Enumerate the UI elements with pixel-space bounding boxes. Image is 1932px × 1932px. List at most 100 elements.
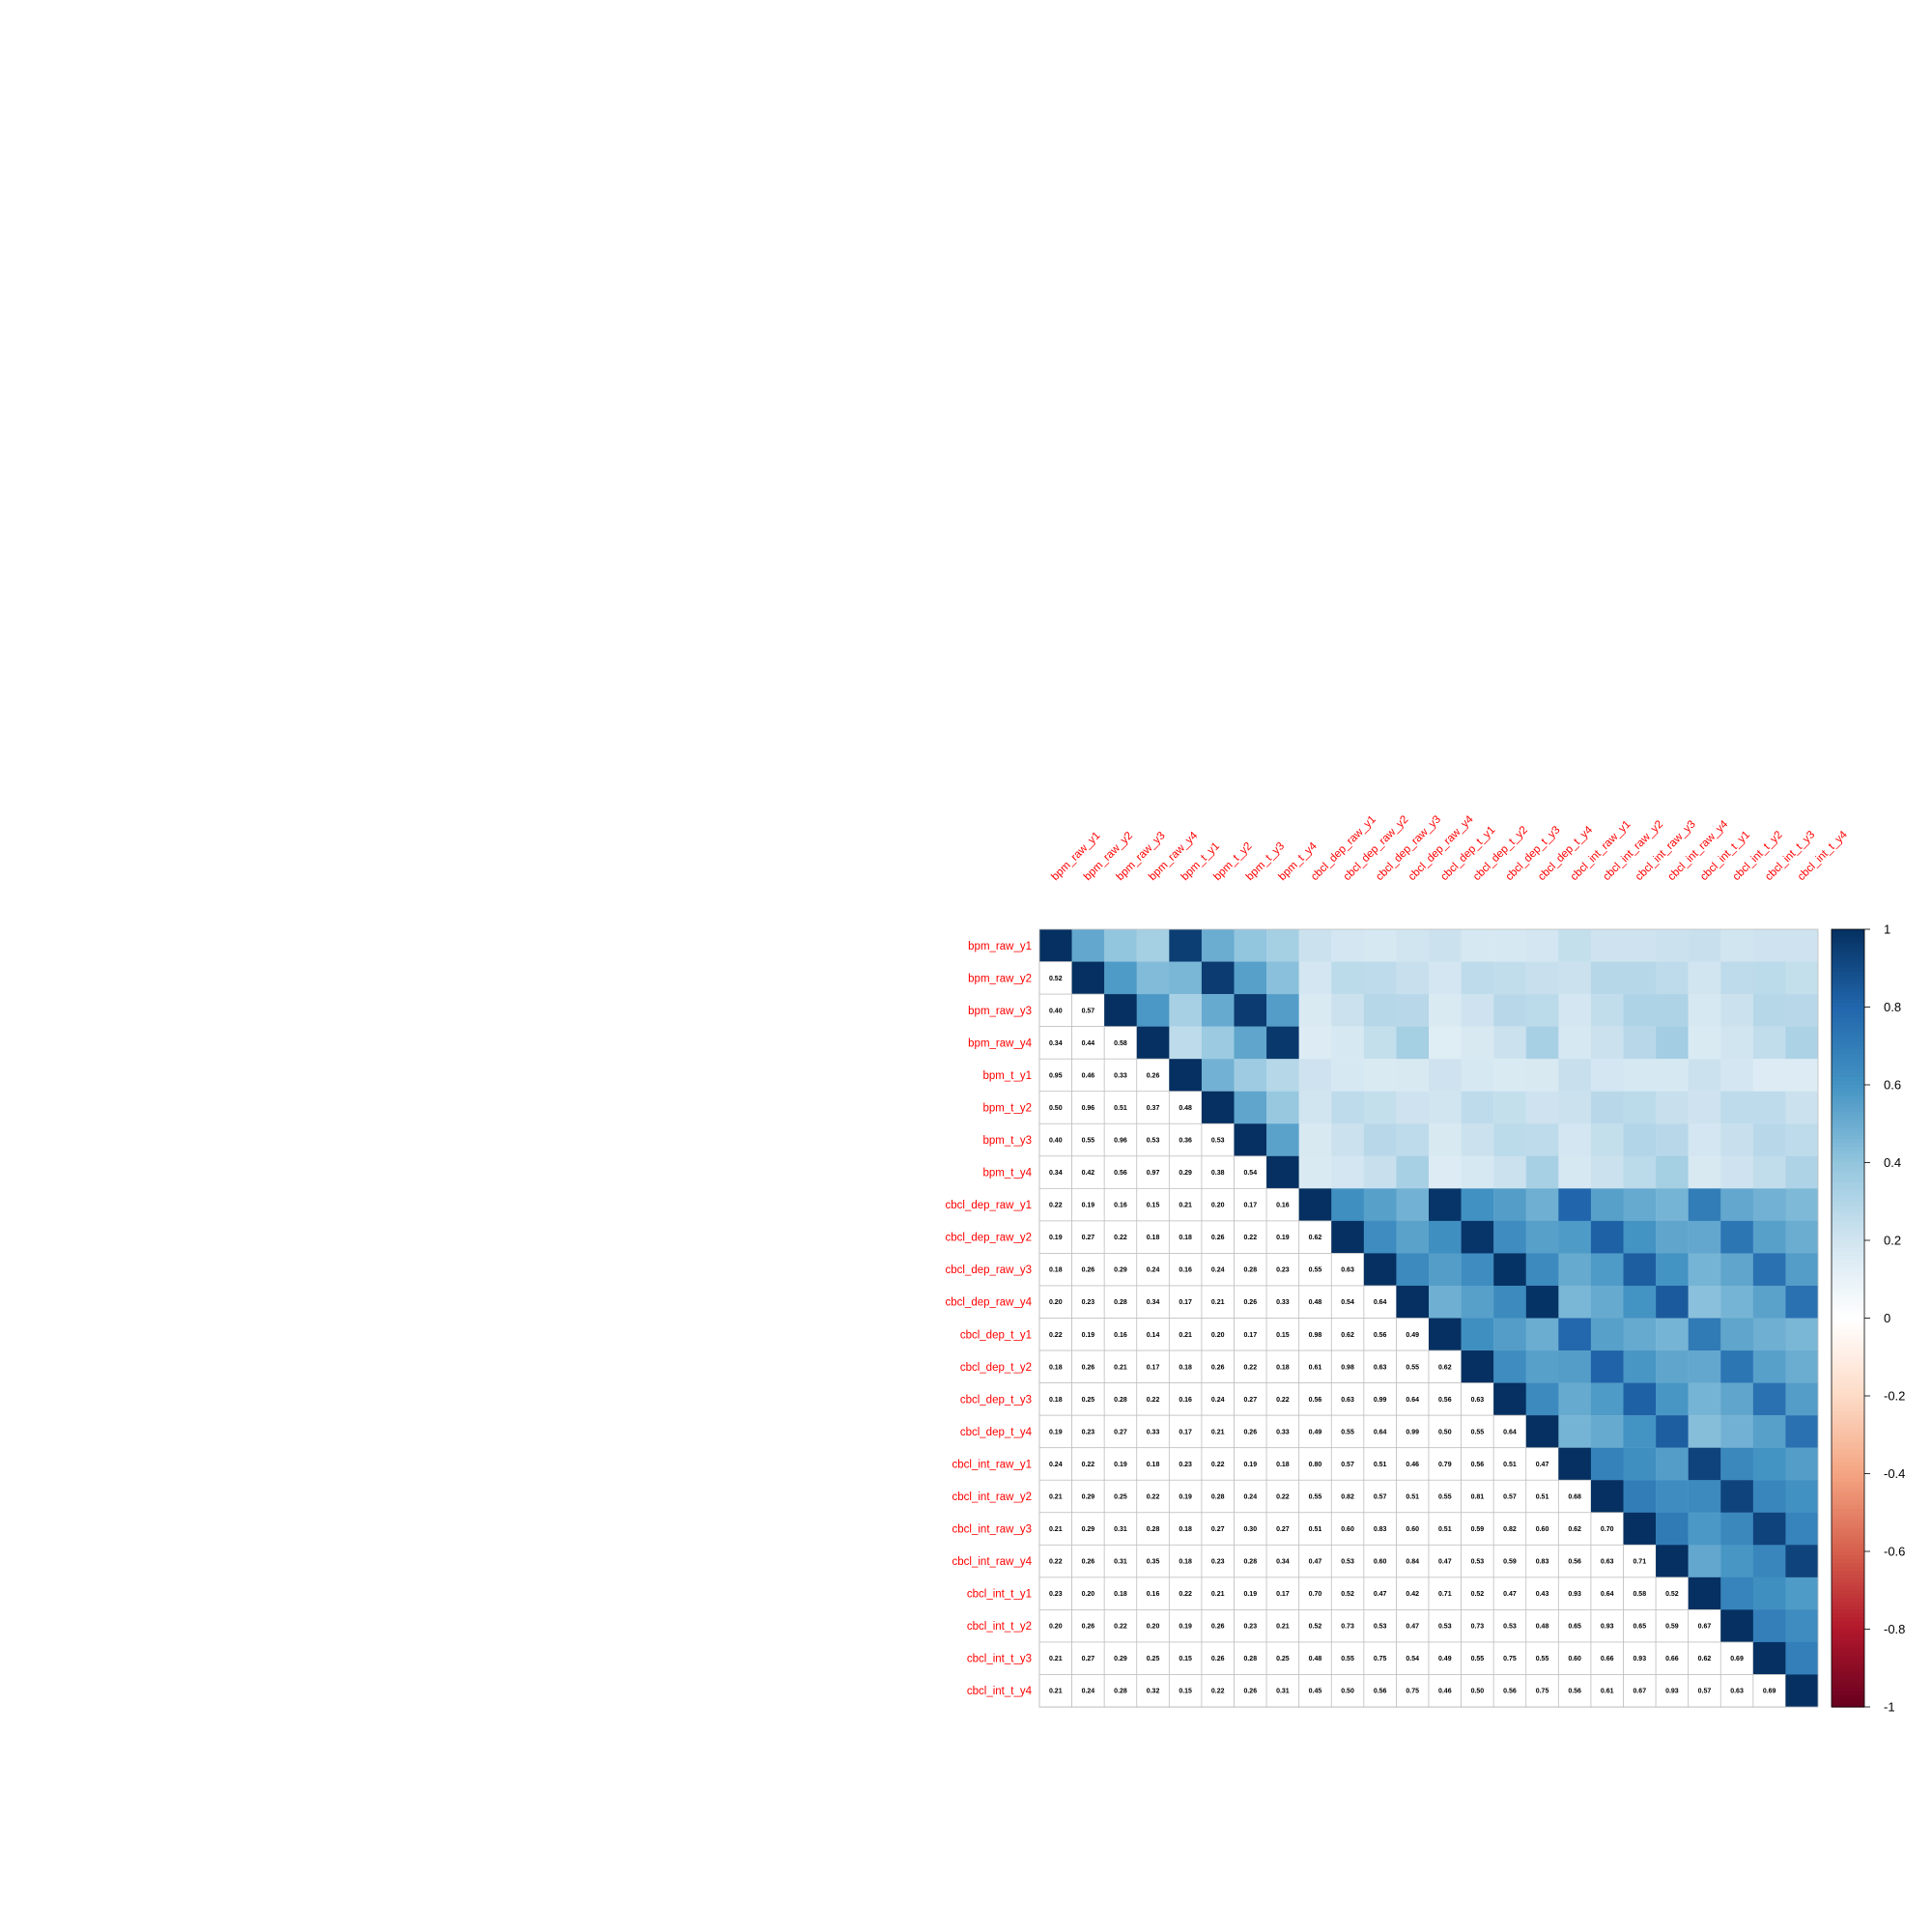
heatmap-cell: [1265, 1253, 1300, 1287]
heatmap-cell: [1363, 1479, 1398, 1514]
cell-value-label: 0.56: [1471, 1462, 1485, 1468]
heatmap-cell: [1136, 1382, 1170, 1416]
colorbar-segment: [1832, 1698, 1864, 1704]
colorbar-segment: [1832, 1473, 1864, 1479]
heatmap-cell: [1363, 1414, 1398, 1449]
cell-value-label: 0.64: [1374, 1299, 1387, 1306]
cell-value-label: 0.16: [1114, 1332, 1127, 1339]
colorbar-segment: [1832, 980, 1864, 984]
heatmap-cell: [1071, 1512, 1105, 1546]
heatmap-cell: [1493, 1123, 1526, 1156]
heatmap-cell: [1396, 1447, 1430, 1481]
heatmap-cell: [1461, 1220, 1494, 1254]
colorbar-segment: [1832, 1120, 1864, 1124]
cell-value-label: 0.93: [1633, 1656, 1646, 1662]
cell-value-label: 0.75: [1406, 1689, 1419, 1695]
cell-value-label: 0.28: [1243, 1267, 1257, 1274]
heatmap-cell: [1103, 1641, 1138, 1676]
heatmap-cell: [1785, 1350, 1819, 1383]
colorbar-segment: [1832, 1431, 1864, 1435]
colorbar-segment: [1832, 1663, 1864, 1669]
column-labels: bpm_raw_y1bpm_raw_y2bpm_raw_y3bpm_raw_y4…: [1049, 813, 1850, 883]
cell-value-label: 0.83: [1536, 1559, 1549, 1566]
heatmap-cell: [1558, 1188, 1592, 1222]
heatmap-cell: [1331, 1123, 1365, 1156]
colorbar-segment: [1832, 1298, 1864, 1304]
heatmap-cell: [1234, 1155, 1267, 1189]
cell-value-label: 0.24: [1082, 1689, 1095, 1695]
heatmap-cell: [1168, 1382, 1203, 1416]
heatmap-cell: [1363, 1285, 1398, 1320]
colorbar-segment: [1832, 1329, 1864, 1335]
cell-value-label: 0.55: [1536, 1656, 1549, 1662]
heatmap-cell: [1234, 1447, 1267, 1481]
heatmap-cell: [1103, 1187, 1138, 1222]
heatmap-cell: [1103, 1674, 1138, 1708]
cell-value-label: 0.47: [1309, 1559, 1322, 1566]
heatmap-cell: [1590, 1447, 1624, 1481]
heatmap-cell: [1396, 1382, 1430, 1416]
heatmap-cell: [1298, 1059, 1332, 1092]
cell-value-label: 0.16: [1179, 1267, 1192, 1274]
colorbar-segment: [1832, 987, 1864, 993]
heatmap-cell: [1234, 1608, 1267, 1643]
colorbar-segment: [1832, 1205, 1864, 1210]
colorbar-tick-label: 0.6: [1884, 1078, 1901, 1093]
heatmap-cell: [1656, 1155, 1689, 1189]
cell-value-label: 0.20: [1211, 1203, 1225, 1209]
colorbar-segment: [1832, 1531, 1864, 1537]
heatmap-cell: [1623, 1512, 1657, 1546]
colorbar-segment: [1832, 1256, 1864, 1261]
heatmap-cell: [1363, 961, 1397, 995]
heatmap-cell: [1071, 1608, 1105, 1643]
cell-value-label: 0.16: [1276, 1203, 1290, 1209]
colorbar-segment: [1832, 1559, 1864, 1564]
colorbar-segment: [1832, 1383, 1864, 1389]
heatmap-cell: [1168, 1122, 1203, 1157]
colorbar-segment: [1832, 1469, 1864, 1475]
heatmap-cell: [1525, 1415, 1559, 1448]
cell-value-label: 0.26: [1243, 1299, 1257, 1306]
heatmap-cell: [1201, 1608, 1236, 1643]
cell-value-label: 0.37: [1147, 1105, 1160, 1112]
heatmap-cell: [1071, 929, 1105, 962]
colorbar-segment: [1832, 1178, 1864, 1183]
heatmap-cell: [1330, 1544, 1365, 1578]
colorbar-segment: [1832, 1368, 1864, 1374]
heatmap-cell: [1038, 1285, 1073, 1320]
cell-value-label: 0.27: [1114, 1429, 1127, 1435]
heatmap-cell: [1785, 1091, 1819, 1124]
heatmap-cell: [1331, 1188, 1365, 1222]
row-label: cbcl_dep_t_y1: [960, 1329, 1032, 1341]
heatmap-cell: [1071, 1318, 1105, 1351]
heatmap-cell: [1720, 929, 1754, 962]
cell-value-label: 0.46: [1438, 1689, 1452, 1695]
heatmap-cell: [1136, 1285, 1170, 1320]
cell-value-label: 0.40: [1049, 1008, 1063, 1014]
cell-value-label: 0.28: [1243, 1656, 1257, 1662]
cell-value-label: 0.48: [1309, 1299, 1322, 1306]
heatmap-cell: [1493, 1285, 1526, 1319]
heatmap-cell: [1265, 1512, 1300, 1546]
cell-value-label: 0.33: [1276, 1429, 1290, 1435]
heatmap-cell: [1331, 1059, 1365, 1092]
colorbar-segment: [1832, 1252, 1864, 1257]
heatmap-cell: [1623, 1220, 1657, 1254]
cell-value-label: 0.15: [1147, 1203, 1160, 1209]
cell-value-label: 0.19: [1179, 1493, 1192, 1500]
colorbar-segment: [1832, 1411, 1864, 1416]
cell-value-label: 0.60: [1374, 1559, 1387, 1566]
cell-value-label: 0.19: [1276, 1235, 1290, 1241]
colorbar-segment: [1832, 1629, 1864, 1634]
heatmap-cell: [1396, 1220, 1430, 1254]
colorbar-segment: [1832, 1465, 1864, 1471]
heatmap-cell: [1429, 1253, 1462, 1287]
cell-value-label: 0.16: [1147, 1591, 1160, 1598]
row-label: bpm_raw_y2: [968, 973, 1032, 984]
heatmap-cell: [1752, 1609, 1786, 1643]
cell-value-label: 0.19: [1082, 1332, 1095, 1339]
heatmap-cell: [1525, 1253, 1559, 1287]
heatmap-cell: [1752, 1026, 1786, 1060]
heatmap-cell: [1298, 1026, 1332, 1060]
cell-value-label: 0.55: [1341, 1656, 1354, 1662]
